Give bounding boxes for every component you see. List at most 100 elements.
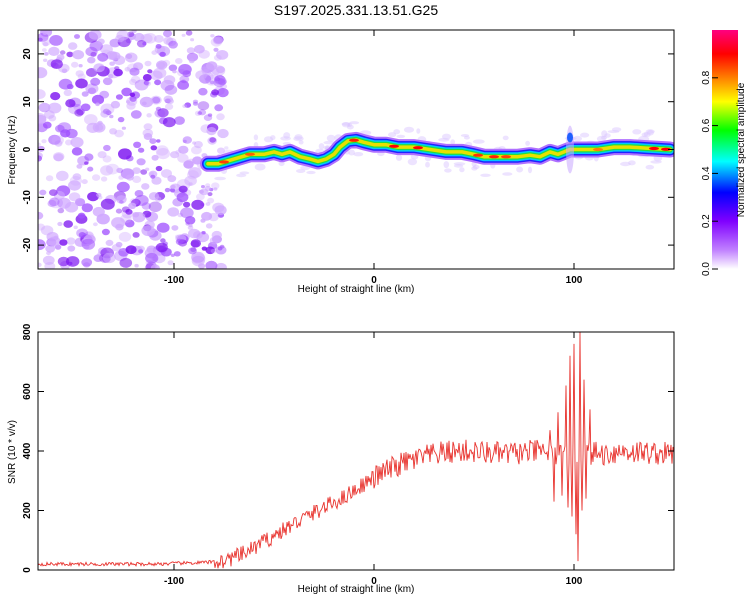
noise-blob: [42, 48, 47, 52]
noise-blob: [38, 89, 46, 100]
noise-blob: [210, 37, 223, 47]
noise-blob: [99, 90, 110, 99]
noise-blob: [160, 238, 166, 243]
noise-blob: [164, 187, 171, 193]
signal-haze: [341, 122, 351, 126]
colorbar: 0.0 0.2 0.4 0.6 0.8 Normalized spectral ampl…: [701, 30, 747, 276]
noise-blob: [173, 251, 181, 257]
noise-blob: [188, 167, 202, 178]
noise-blob: [81, 238, 96, 250]
ridge-hotspot: [413, 146, 423, 150]
noise-blob: [84, 161, 89, 165]
colorbar-label: Normalized spectral amplitude: [736, 82, 747, 217]
y-tick-label: 0: [22, 567, 33, 573]
noise-blob: [85, 46, 98, 57]
noise-blob: [193, 141, 203, 149]
noise-blob: [146, 113, 152, 118]
noise-blob: [132, 232, 140, 238]
snr-plot-area: [38, 332, 674, 569]
noise-blob: [177, 80, 190, 90]
noise-blob: [167, 260, 174, 266]
noise-blob: [115, 208, 123, 214]
x-tick-label: 100: [566, 275, 583, 286]
noise-blob: [145, 252, 159, 264]
noise-blob: [151, 154, 159, 161]
noise-blob: [92, 174, 101, 181]
noise-blob: [90, 77, 101, 86]
noise-blob: [133, 32, 145, 42]
ridge-hotspot: [349, 138, 359, 142]
noise-blob: [207, 197, 215, 204]
noise-blob: [209, 80, 215, 85]
noise-blob: [125, 245, 137, 255]
signal-haze: [647, 129, 654, 136]
noise-blob: [97, 52, 109, 62]
noise-blob: [96, 192, 102, 198]
noise-blob: [188, 247, 197, 255]
noise-blob: [95, 102, 100, 107]
noise-blob: [50, 92, 61, 101]
noise-blob: [171, 225, 179, 231]
noise-blob: [136, 158, 146, 166]
noise-blob: [100, 198, 115, 210]
signal-haze: [396, 134, 406, 139]
noise-blob: [115, 94, 123, 100]
signal-haze: [450, 139, 456, 146]
noise-blob: [159, 51, 166, 57]
noise-blob: [100, 165, 114, 176]
signal-haze: [628, 160, 636, 166]
noise-blob: [81, 91, 89, 97]
noise-blob: [124, 67, 131, 72]
ridge-hotspot: [473, 153, 483, 157]
noise-blob: [68, 42, 78, 50]
noise-blob: [81, 258, 93, 267]
signal-haze: [347, 122, 352, 127]
snr-series-line: [38, 332, 674, 569]
noise-blob: [38, 155, 43, 162]
noise-blob: [213, 36, 224, 45]
noise-blob: [38, 142, 41, 147]
noise-blob: [183, 201, 191, 208]
noise-blob: [130, 110, 142, 119]
signal-haze: [601, 135, 607, 140]
x-tick-label: 0: [371, 576, 377, 587]
noise-blob: [48, 46, 60, 57]
noise-blob: [185, 30, 193, 36]
noise-blob: [193, 231, 203, 239]
x-tick-label: 0: [371, 275, 377, 286]
x-tick-label: -100: [164, 576, 184, 587]
noise-blob: [38, 114, 47, 125]
colorbar-tick-label: 0.8: [701, 70, 712, 84]
spectrogram-ylabel: Frequency (Hz): [7, 116, 18, 185]
noise-blob: [57, 122, 72, 133]
signal-haze: [254, 163, 266, 171]
snr-ylabel: SNR (10 * v/v): [7, 420, 18, 484]
signal-haze: [349, 121, 360, 125]
noise-blob: [49, 197, 63, 209]
noise-blob: [175, 58, 183, 64]
snr-panel: -100 0 100 0 200 400 600 800 Height of straight…: [7, 323, 675, 595]
noise-blob: [207, 192, 213, 197]
signal-haze: [388, 132, 397, 138]
noise-blob: [206, 127, 217, 136]
noise-blob: [161, 169, 172, 178]
noise-blob: [141, 183, 150, 190]
noise-blob: [143, 123, 153, 131]
noise-blob: [192, 156, 203, 165]
colorbar-tick-label: 0.4: [701, 166, 712, 180]
noise-blob: [201, 246, 208, 251]
noise-blob: [217, 128, 229, 139]
noise-blob: [192, 101, 199, 106]
noise-blob: [51, 135, 64, 146]
noise-blob: [93, 222, 98, 227]
noise-blob: [154, 35, 164, 43]
noise-blob: [167, 207, 180, 217]
noise-blob: [181, 33, 186, 37]
noise-blob: [150, 95, 162, 105]
noise-blob: [216, 113, 225, 121]
noise-blob: [143, 80, 150, 86]
noise-blob: [63, 89, 72, 97]
noise-blob: [145, 167, 150, 171]
signal-haze: [472, 164, 480, 170]
